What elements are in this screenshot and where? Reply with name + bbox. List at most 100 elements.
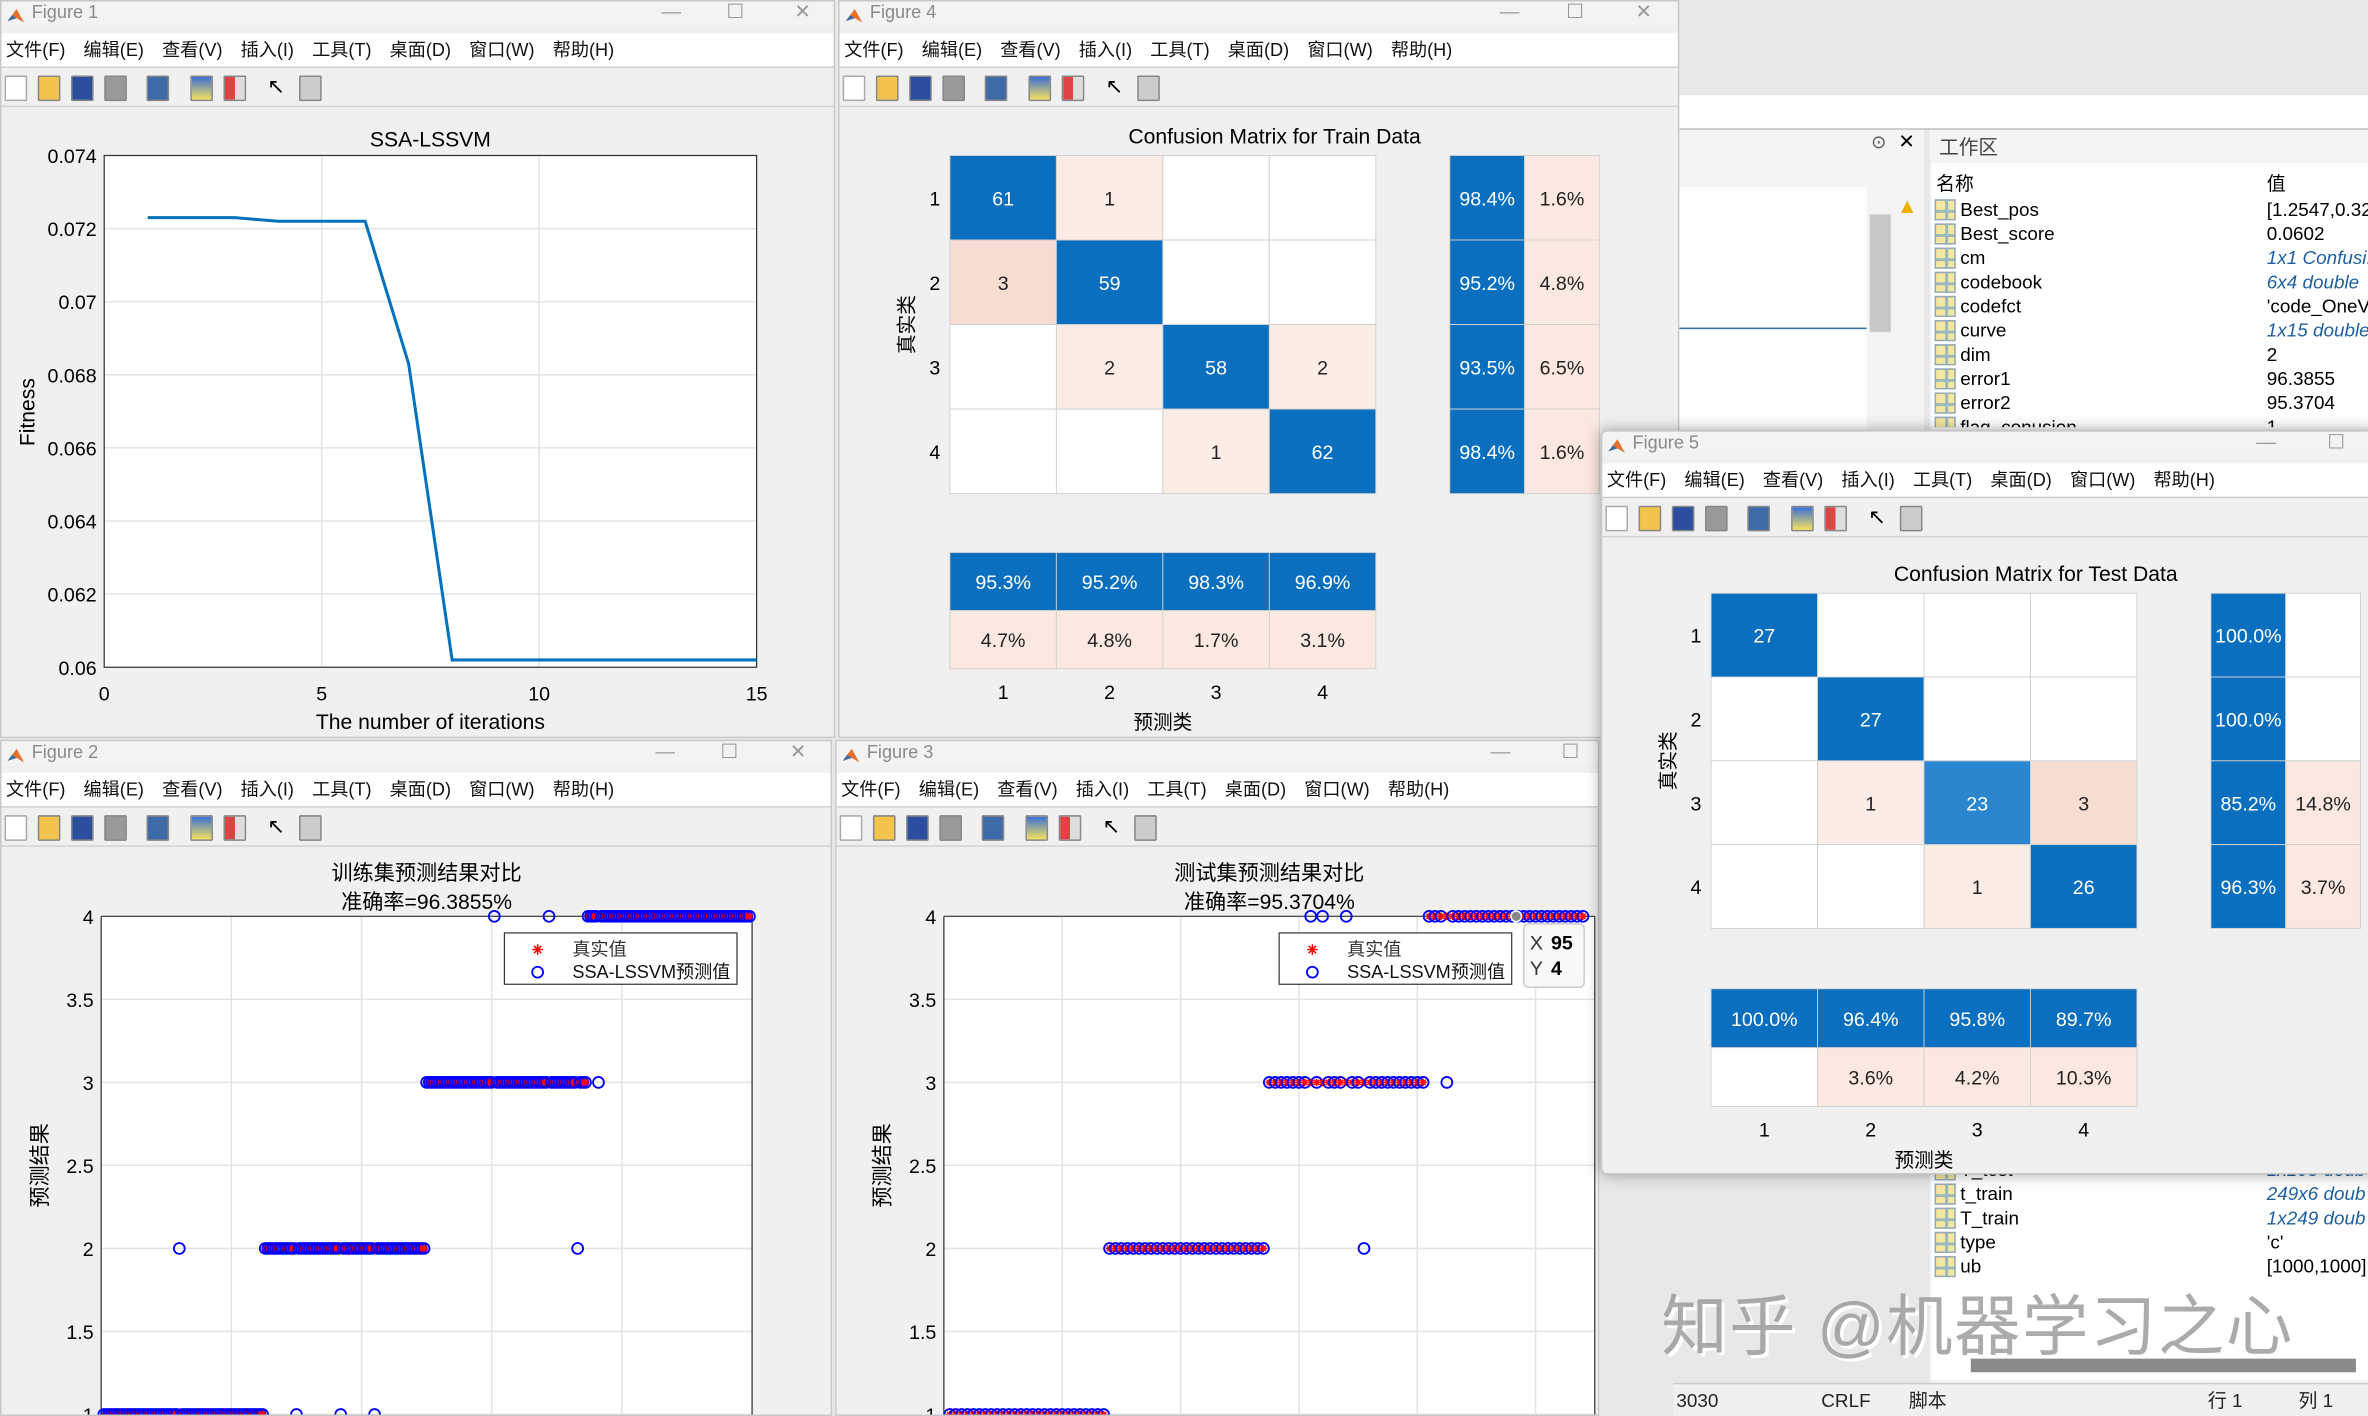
legend-icon[interactable] [1058,815,1082,841]
menu-item[interactable]: 编辑(E) [1684,469,1745,491]
menu-item[interactable]: 查看(V) [162,778,223,801]
workspace-variable-type[interactable]: type 'c' [1932,1230,2368,1254]
workspace-variable-flag_conusion[interactable]: flag_conusion 1 [1932,415,2368,428]
print-icon[interactable] [104,75,127,102]
menu-item[interactable]: 桌面(D) [389,39,452,61]
new-file-icon[interactable] [4,815,28,841]
menu-item[interactable]: 工具(T) [1147,778,1207,801]
workspace-variable-Best_score[interactable]: Best_score 0.0602 [1932,222,2368,246]
title-bar[interactable]: Figure 1 — ☐ ✕ [1,0,834,26]
pointer-icon[interactable]: ↖ [1868,504,1886,529]
menu-item[interactable]: 桌面(D) [1227,39,1290,61]
link-plot-icon[interactable] [984,75,1008,102]
menu-item[interactable]: 窗口(W) [469,39,535,61]
legend-icon[interactable] [223,815,247,841]
print-icon[interactable] [1705,505,1728,532]
maximize-button[interactable]: ☐ [720,739,738,763]
property-inspector-icon[interactable] [299,75,322,102]
panel-menu-icon[interactable]: ⊙ [1871,131,1887,153]
workspace-variable-t_train[interactable]: t_train 249x6 doub [1932,1182,2368,1206]
menu-item[interactable]: 查看(V) [997,778,1058,801]
menu-item[interactable]: 帮助(H) [2153,469,2215,491]
menu-item[interactable]: 窗口(W) [469,778,535,801]
menu-item[interactable]: 文件(F) [6,778,66,801]
maximize-button[interactable]: ☐ [1566,0,1584,23]
menu-item[interactable]: 插入(I) [240,39,294,61]
link-plot-icon[interactable] [1747,505,1770,532]
print-icon[interactable] [104,815,127,841]
colorbar-icon[interactable] [1028,75,1052,102]
print-icon[interactable] [939,815,962,841]
title-bar[interactable]: Figure 5 — ☐ [1602,430,2368,456]
menu-item[interactable]: 桌面(D) [389,778,452,801]
legend-icon[interactable] [1061,75,1085,102]
open-folder-icon[interactable] [872,815,896,841]
pointer-icon[interactable]: ↖ [1105,73,1124,99]
menu-item[interactable]: 帮助(H) [552,778,615,801]
menu-item[interactable]: 插入(I) [1078,39,1133,61]
maximize-button[interactable]: ☐ [2327,430,2345,453]
workspace-variable-curve[interactable]: curve 1x15 double [1932,319,2368,343]
save-icon[interactable] [70,815,94,841]
property-inspector-icon[interactable] [1137,75,1160,102]
workspace-variable-error2[interactable]: error2 95.3704 [1932,391,2368,415]
link-plot-icon[interactable] [146,815,170,841]
property-inspector-icon[interactable] [299,815,322,841]
menu-item[interactable]: 工具(T) [312,778,372,801]
link-plot-icon[interactable] [981,815,1005,841]
minimize-button[interactable]: — [655,739,676,763]
menu-item[interactable]: 文件(F) [6,39,66,61]
link-plot-icon[interactable] [146,75,170,102]
menu-item[interactable]: 窗口(W) [2069,469,2136,491]
col-name-header[interactable]: 名称 [1936,173,1974,195]
menu-item[interactable]: 帮助(H) [552,39,615,61]
minimize-button[interactable]: — [1499,0,1520,23]
menu-item[interactable]: 插入(I) [1841,469,1895,491]
menu-item[interactable]: 查看(V) [1762,469,1824,491]
save-icon[interactable] [1671,505,1695,532]
menu-item[interactable]: 插入(I) [1075,778,1130,801]
minimize-button[interactable]: — [2256,430,2276,453]
workspace-variable-cm[interactable]: cm 1x1 Confusi... [1932,246,2368,270]
menu-item[interactable]: 窗口(W) [1307,39,1373,61]
panel-close-icon[interactable]: ✕ [1898,129,1915,153]
close-button[interactable]: ✕ [789,739,807,763]
maximize-button[interactable]: ☐ [726,0,745,23]
new-file-icon[interactable] [842,75,866,102]
menu-item[interactable]: 桌面(D) [1990,469,2052,491]
workspace-variable-error1[interactable]: error1 96.3855 [1932,367,2368,391]
menu-item[interactable]: 编辑(E) [921,39,983,61]
open-folder-icon[interactable] [1638,505,1662,532]
new-file-icon[interactable] [4,75,28,102]
maximize-button[interactable]: ☐ [1561,739,1580,763]
colorbar-icon[interactable] [190,75,213,102]
workspace-variable-dim[interactable]: dim 2 [1932,343,2368,367]
close-button[interactable]: ✕ [794,0,811,23]
menu-item[interactable]: 工具(T) [1912,469,1973,491]
workspace-variable-codebook[interactable]: codebook 6x4 double [1932,270,2368,294]
open-folder-icon[interactable] [37,815,61,841]
legend-icon[interactable] [1824,505,1847,532]
scrollbar[interactable] [1869,214,1891,333]
title-bar[interactable]: Figure 4 — ☐ ✕ [839,0,1678,26]
minimize-button[interactable]: — [661,0,682,23]
pointer-icon[interactable]: ↖ [267,73,286,99]
menu-item[interactable]: 查看(V) [1000,39,1061,61]
col-value-header[interactable]: 值 [2266,173,2286,195]
menu-item[interactable]: 查看(V) [162,39,223,61]
property-inspector-icon[interactable] [1134,815,1157,841]
menu-item[interactable]: 工具(T) [1150,39,1210,61]
menu-item[interactable]: 编辑(E) [83,39,144,61]
menu-item[interactable]: 文件(F) [841,778,901,801]
workspace-variable-T_train[interactable]: T_train 1x249 doub [1932,1206,2368,1230]
colorbar-icon[interactable] [1025,815,1049,841]
horizontal-scrollbar[interactable] [1970,1358,2356,1373]
new-file-icon[interactable] [1605,505,1628,532]
title-bar[interactable]: Figure 3 — ☐ [836,739,1598,766]
menu-item[interactable]: 帮助(H) [1387,778,1450,801]
menu-item[interactable]: 桌面(D) [1224,778,1287,801]
print-icon[interactable] [942,75,966,102]
legend-icon[interactable] [223,75,247,102]
